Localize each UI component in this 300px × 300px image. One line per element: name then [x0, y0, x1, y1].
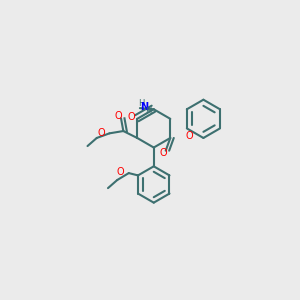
- Text: O: O: [115, 111, 122, 121]
- Text: O: O: [117, 167, 124, 177]
- Text: H: H: [145, 107, 151, 116]
- Text: O: O: [98, 128, 105, 138]
- Text: O: O: [159, 148, 167, 158]
- Text: N: N: [140, 102, 148, 112]
- Text: O: O: [185, 131, 193, 141]
- Text: O: O: [128, 112, 135, 122]
- Text: H: H: [138, 99, 144, 108]
